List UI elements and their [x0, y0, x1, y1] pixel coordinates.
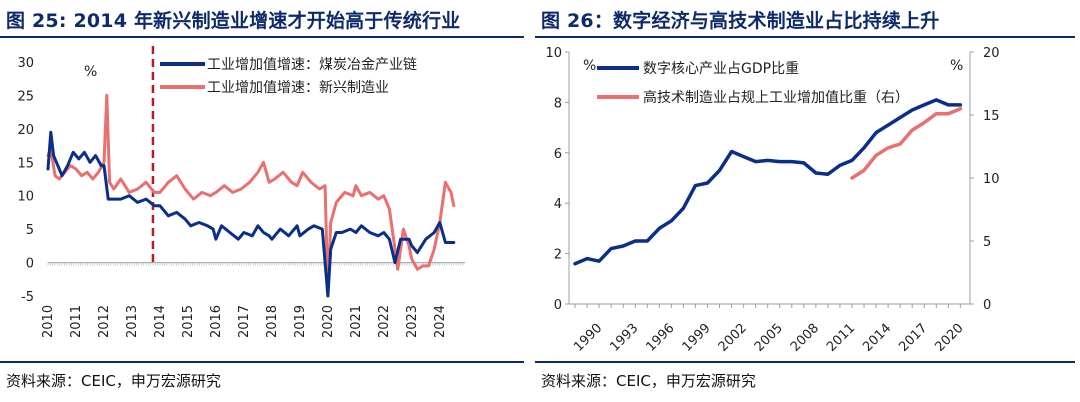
legend-label: 高技术制造业占规上工业增加值比重（右）: [643, 89, 909, 106]
source-rule: [0, 361, 524, 363]
left-y-tick-label: 8: [554, 96, 562, 111]
legend-label: 工业增加值增速：煤炭冶金产业链: [207, 57, 417, 73]
x-tick-label: 2008: [788, 321, 822, 355]
y-axis-unit: %: [84, 64, 97, 80]
x-tick-label: 2011: [69, 305, 84, 338]
x-tick-label: 2002: [716, 321, 750, 355]
series-line-emerging-manufacturing: [46, 93, 456, 298]
right-y-tick-label: 15: [983, 109, 1000, 124]
x-tick-label: 1993: [607, 321, 641, 355]
x-tick-label: 2016: [209, 305, 224, 338]
title-rule: [0, 36, 524, 38]
x-tick-label: 2022: [377, 305, 392, 338]
y-tick-label: 15: [17, 156, 34, 171]
left-y-tick-label: 6: [554, 147, 562, 162]
title-rule: [535, 36, 1075, 38]
right-y-tick-label: 5: [983, 235, 991, 250]
left-y-tick-label: 10: [545, 46, 562, 61]
x-tick-label: 1990: [571, 321, 605, 355]
x-tick-label: 2024: [433, 305, 448, 338]
x-tick-label: 2020: [321, 305, 336, 338]
series-line-coal-metallurgy: [46, 130, 456, 298]
x-tick-label: 2013: [125, 305, 140, 338]
x-tick-label: 2010: [41, 305, 56, 338]
x-tick-label: 1996: [643, 321, 677, 355]
right-chart-panel: 图 26：数字经济与高技术制造业占比持续上升 10 8 6 4 2 0 20 15 10 5 0 19…: [535, 0, 1080, 402]
legend-label: 工业增加值增速：新兴制造业: [207, 80, 389, 96]
x-tick-label: 2023: [405, 305, 420, 338]
left-chart-source: 资料来源：CEIC，申万宏源研究: [6, 372, 221, 390]
legend-label: 数字核心产业占GDP比重: [643, 61, 799, 77]
y-tick-label: 5: [26, 223, 34, 238]
x-tick-label: 2005: [752, 321, 786, 355]
x-tick-label: 2020: [933, 321, 967, 355]
left-y-tick-label: 4: [554, 197, 562, 212]
right-y-tick-label: 10: [983, 172, 1000, 187]
left-chart-panel: 图 25: 2014 年新兴制造业增速才开始高于传统行业 30 25 20 15 10 5…: [0, 0, 535, 402]
x-tick-label: 2014: [860, 321, 894, 355]
right-y-tick-label: 0: [983, 298, 991, 313]
left-y-tick-label: 0: [554, 298, 562, 313]
series-line-digital-core-gdp-share: [573, 98, 963, 266]
right-axis-unit: %: [950, 58, 963, 74]
x-tick-label: 2017: [896, 321, 930, 355]
y-tick-label: 20: [17, 123, 34, 138]
y-tick-label: -5: [21, 290, 34, 305]
right-y-tick-label: 20: [983, 46, 1000, 61]
source-rule: [535, 361, 1075, 363]
y-tick-label: 25: [17, 89, 34, 104]
x-tick-label: 2011: [824, 321, 858, 355]
y-tick-label: 10: [17, 190, 34, 205]
y-tick-label: 0: [26, 257, 34, 272]
x-tick-label: 1999: [680, 321, 714, 355]
x-tick-label: 2018: [265, 305, 280, 338]
x-tick-label: 2012: [97, 305, 112, 338]
x-tick-label: 2015: [181, 305, 196, 338]
left-axis-unit: %: [583, 58, 596, 74]
x-tick-label: 2014: [153, 305, 168, 338]
y-tick-label: 30: [17, 56, 34, 71]
right-chart-title: 图 26：数字经济与高技术制造业占比持续上升: [541, 10, 940, 32]
x-tick-label: 2021: [349, 305, 364, 338]
left-chart-title: 图 25: 2014 年新兴制造业增速才开始高于传统行业: [6, 10, 461, 32]
series-line-high-tech-share: [850, 106, 963, 180]
left-y-tick-label: 2: [554, 248, 562, 263]
right-chart-source: 资料来源：CEIC，申万宏源研究: [541, 372, 756, 390]
x-tick-label: 2017: [237, 305, 252, 338]
x-tick-label: 2019: [293, 305, 308, 338]
